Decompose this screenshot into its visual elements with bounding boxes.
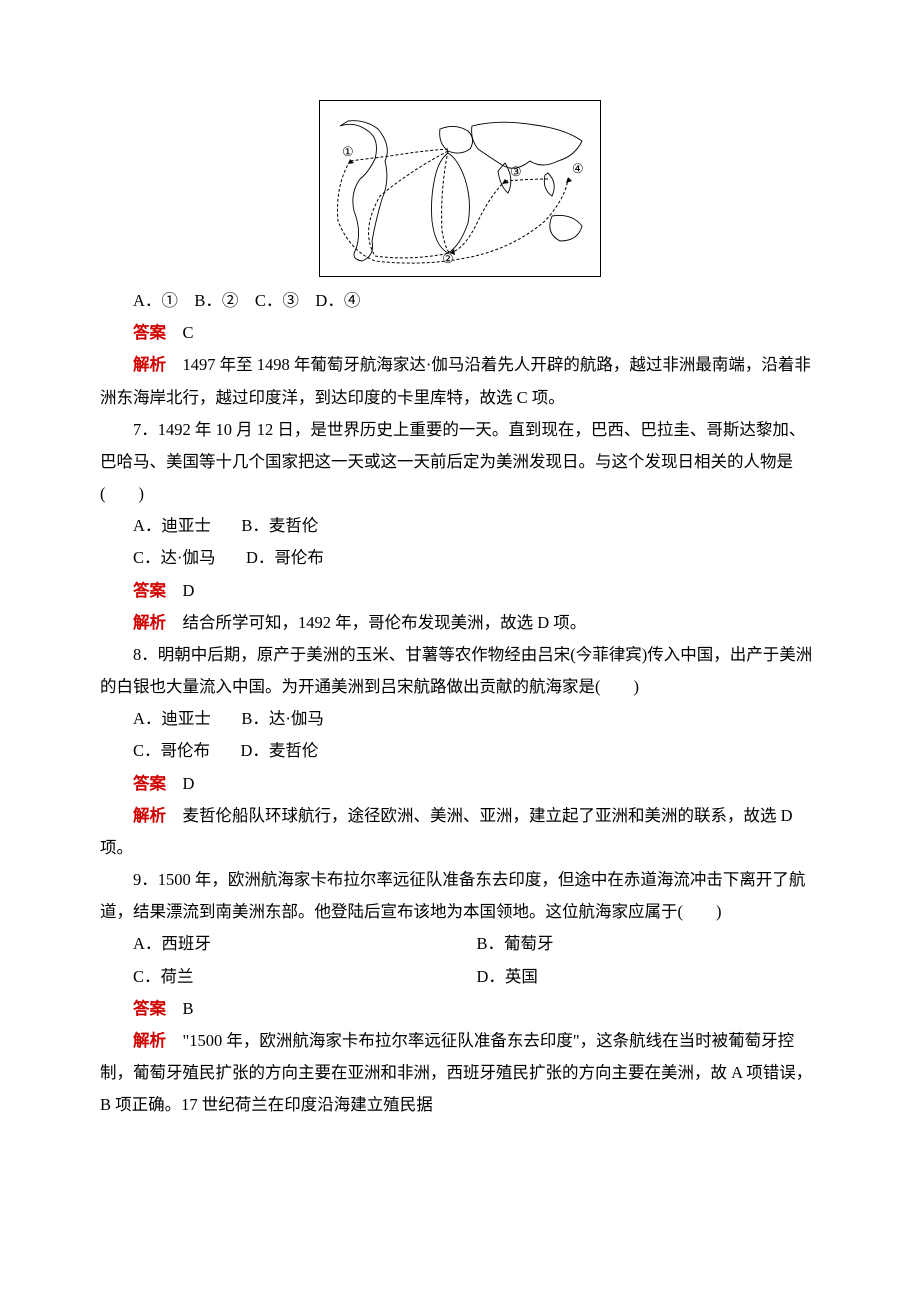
q8-stem: 8．明朝中后期，原产于美洲的玉米、甘薯等农作物经由吕宋(今菲律宾)传入中国，出产… bbox=[100, 639, 820, 703]
explanation-label: 解析 bbox=[133, 806, 166, 825]
map-label-3: ③ bbox=[510, 164, 522, 179]
q7-optA: A．迪亚士 bbox=[133, 516, 211, 535]
q8-explanation-line: 解析 麦哲伦船队环球航行，途径欧洲、美洲、亚洲，建立起了亚洲和美洲的联系，故选 … bbox=[100, 800, 820, 864]
q8-optD: D．麦哲伦 bbox=[241, 741, 319, 760]
answer-label: 答案 bbox=[133, 323, 166, 342]
q6-answer: C bbox=[183, 323, 194, 342]
map-label-2: ② bbox=[442, 251, 454, 266]
q7-optB: B．麦哲伦 bbox=[241, 516, 318, 535]
q9-answer: B bbox=[183, 999, 194, 1018]
q9-optA: A．西班牙 bbox=[133, 928, 477, 960]
q6-options: A．① B．② C．③ D．④ bbox=[100, 285, 820, 317]
q9-options-row1: A．西班牙 B．葡萄牙 bbox=[100, 928, 820, 960]
answer-label: 答案 bbox=[133, 999, 166, 1018]
answer-label: 答案 bbox=[133, 774, 166, 793]
q9-answer-line: 答案 B bbox=[100, 993, 820, 1025]
q6-explanation-line: 解析 1497 年至 1498 年葡萄牙航海家达·伽马沿着先人开辟的航路，越过非… bbox=[100, 349, 820, 413]
map-label-1: ① bbox=[342, 144, 354, 159]
explanation-label: 解析 bbox=[133, 613, 166, 632]
q9-explanation: "1500 年，欧洲航海家卡布拉尔率远征队准备东去印度"，这条航线在当时被葡萄牙… bbox=[100, 1031, 812, 1114]
q6-answer-line: 答案 C bbox=[100, 317, 820, 349]
explanation-label: 解析 bbox=[133, 1031, 166, 1050]
q9-optC: C．荷兰 bbox=[133, 961, 477, 993]
q7-options-row1: A．迪亚士 B．麦哲伦 bbox=[100, 510, 820, 542]
answer-label: 答案 bbox=[133, 581, 166, 600]
q9-options-row2: C．荷兰 D．英国 bbox=[100, 961, 820, 993]
q6-explanation: 1497 年至 1498 年葡萄牙航海家达·伽马沿着先人开辟的航路，越过非洲最南… bbox=[100, 355, 811, 406]
map-svg: ① ② ③ ④ bbox=[320, 101, 600, 276]
q8-optC: C．哥伦布 bbox=[133, 741, 210, 760]
map-label-4: ④ bbox=[572, 161, 584, 176]
voyages-map-figure: ① ② ③ ④ bbox=[319, 100, 601, 277]
q9-optD: D．英国 bbox=[477, 961, 821, 993]
q7-explanation: 结合所学可知，1492 年，哥伦布发现美洲，故选 D 项。 bbox=[183, 613, 587, 632]
q8-optB: B．达·伽马 bbox=[241, 709, 324, 728]
q7-explanation-line: 解析 结合所学可知，1492 年，哥伦布发现美洲，故选 D 项。 bbox=[100, 607, 820, 639]
q8-options-row2: C．哥伦布 D．麦哲伦 bbox=[100, 735, 820, 767]
q8-options-row1: A．迪亚士 B．达·伽马 bbox=[100, 703, 820, 735]
q8-answer: D bbox=[183, 774, 195, 793]
q7-stem: 7．1492 年 10 月 12 日，是世界历史上重要的一天。直到现在，巴西、巴… bbox=[100, 414, 820, 511]
q7-optD: D．哥伦布 bbox=[246, 548, 324, 567]
q9-stem: 9．1500 年，欧洲航海家卡布拉尔率远征队准备东去印度，但途中在赤道海流冲击下… bbox=[100, 864, 820, 928]
q7-options-row2: C．达·伽马 D．哥伦布 bbox=[100, 542, 820, 574]
q8-optA: A．迪亚士 bbox=[133, 709, 211, 728]
q7-answer-line: 答案 D bbox=[100, 575, 820, 607]
q8-explanation: 麦哲伦船队环球航行，途径欧洲、美洲、亚洲，建立起了亚洲和美洲的联系，故选 D 项… bbox=[100, 806, 793, 857]
explanation-label: 解析 bbox=[133, 355, 166, 374]
q7-answer: D bbox=[183, 581, 195, 600]
q9-explanation-line: 解析 "1500 年，欧洲航海家卡布拉尔率远征队准备东去印度"，这条航线在当时被… bbox=[100, 1025, 820, 1122]
q9-optB: B．葡萄牙 bbox=[477, 928, 821, 960]
q8-answer-line: 答案 D bbox=[100, 768, 820, 800]
q7-optC: C．达·伽马 bbox=[133, 548, 216, 567]
